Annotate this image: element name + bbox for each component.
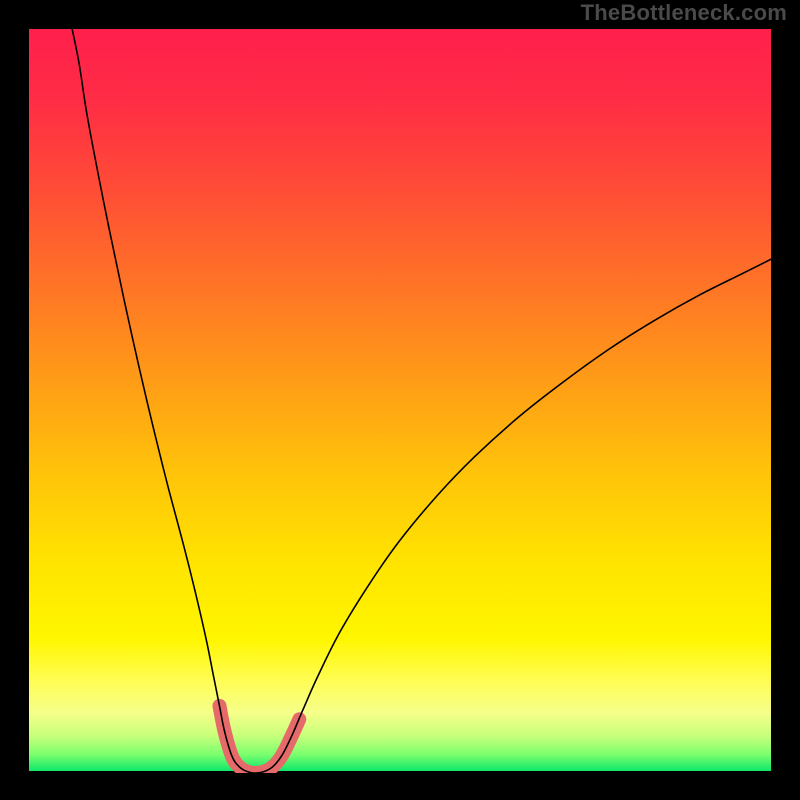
plot-svg: [27, 27, 773, 773]
stage: TheBottleneck.com: [0, 0, 800, 800]
watermark-text: TheBottleneck.com: [581, 0, 787, 26]
plot-area: [27, 27, 773, 773]
plot-background: [27, 27, 773, 773]
